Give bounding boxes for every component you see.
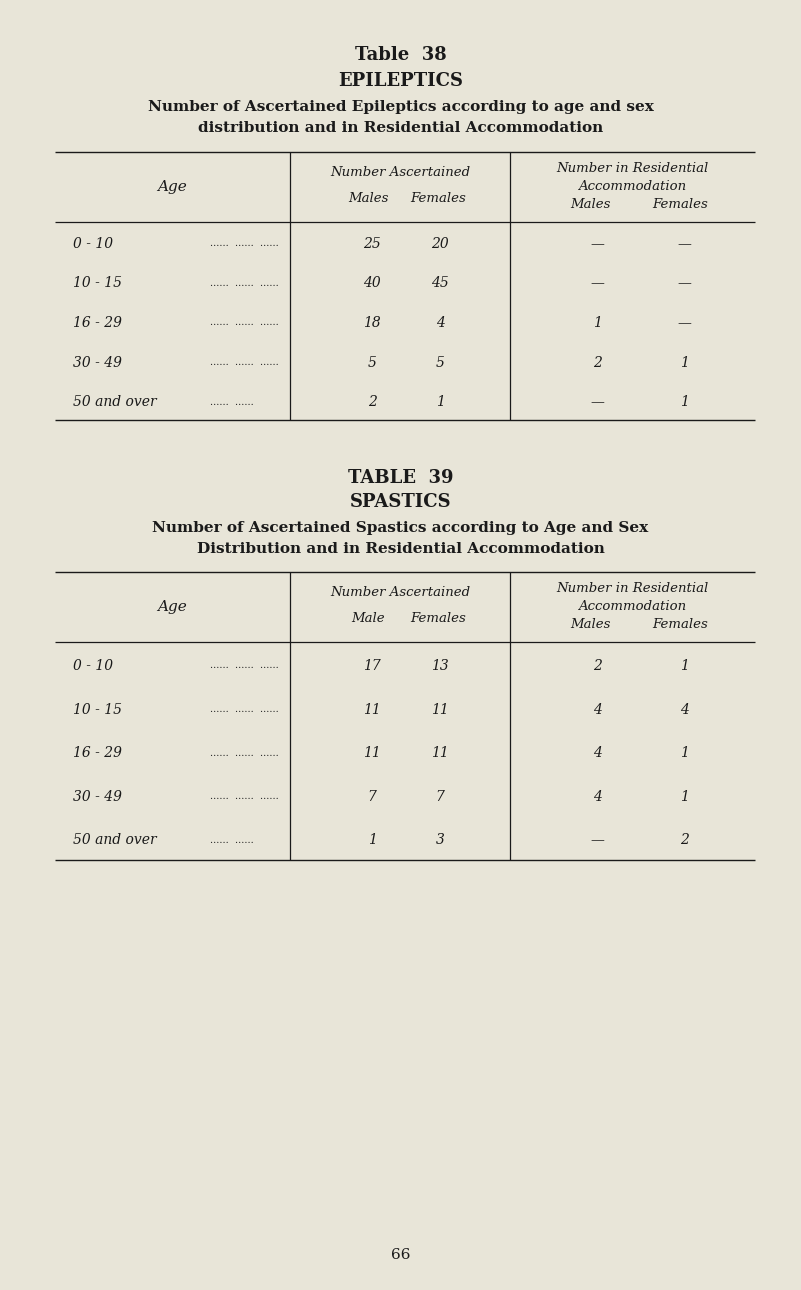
Text: 30 - 49: 30 - 49: [73, 356, 122, 369]
Text: 10 - 15: 10 - 15: [73, 703, 122, 716]
Text: 0 - 10: 0 - 10: [73, 237, 113, 250]
Text: 2: 2: [593, 659, 602, 673]
Text: 1: 1: [680, 395, 689, 409]
Text: 2: 2: [680, 833, 689, 848]
Text: Distribution and in Residential Accommodation: Distribution and in Residential Accommod…: [196, 542, 605, 556]
Text: Age: Age: [158, 600, 187, 614]
Text: —: —: [590, 833, 605, 848]
Text: 50 and over: 50 and over: [73, 395, 157, 409]
Text: 13: 13: [431, 659, 449, 673]
Text: 4: 4: [680, 703, 689, 716]
Text: 10 - 15: 10 - 15: [73, 276, 122, 290]
Text: 3: 3: [436, 833, 445, 848]
Text: 4: 4: [593, 703, 602, 716]
Text: Females: Females: [653, 199, 708, 212]
Text: 18: 18: [363, 316, 380, 330]
Text: 16 - 29: 16 - 29: [73, 316, 122, 330]
Text: 2: 2: [593, 356, 602, 369]
Text: —: —: [590, 237, 605, 250]
Text: Females: Females: [653, 618, 708, 632]
Text: Males: Males: [570, 618, 610, 632]
Text: Females: Females: [410, 191, 466, 205]
Text: 2: 2: [368, 395, 376, 409]
Text: Accommodation: Accommodation: [578, 181, 686, 194]
Text: 45: 45: [431, 276, 449, 290]
Text: 1: 1: [436, 395, 445, 409]
Text: SPASTICS: SPASTICS: [350, 493, 451, 511]
Text: Number in Residential: Number in Residential: [557, 583, 709, 596]
Text: 11: 11: [363, 746, 380, 760]
Text: 1: 1: [680, 789, 689, 804]
Text: —: —: [678, 316, 691, 330]
Text: ......  ......  ......: ...... ...... ......: [210, 706, 279, 715]
Text: 7: 7: [436, 789, 445, 804]
Text: ......  ......  ......: ...... ...... ......: [210, 319, 279, 328]
Text: TABLE  39: TABLE 39: [348, 470, 453, 488]
Text: 5: 5: [368, 356, 376, 369]
Text: 1: 1: [368, 833, 376, 848]
Text: 50 and over: 50 and over: [73, 833, 157, 848]
Text: 4: 4: [436, 316, 445, 330]
Text: 7: 7: [368, 789, 376, 804]
Text: ......  ......  ......: ...... ...... ......: [210, 792, 279, 801]
Text: 17: 17: [363, 659, 380, 673]
Text: Males: Males: [348, 191, 388, 205]
Text: Females: Females: [410, 611, 466, 624]
Text: ......  ......  ......: ...... ...... ......: [210, 662, 279, 671]
Text: ......  ......  ......: ...... ...... ......: [210, 359, 279, 368]
Text: Males: Males: [570, 199, 610, 212]
Text: ......  ......  ......: ...... ...... ......: [210, 279, 279, 288]
Text: 25: 25: [363, 237, 380, 250]
Text: 1: 1: [680, 746, 689, 760]
Text: Age: Age: [158, 181, 187, 194]
Text: Male: Male: [351, 611, 384, 624]
Text: Number of Ascertained Epileptics according to age and sex: Number of Ascertained Epileptics accordi…: [147, 101, 654, 114]
Text: 11: 11: [431, 703, 449, 716]
Text: Number Ascertained: Number Ascertained: [330, 166, 470, 179]
Text: Accommodation: Accommodation: [578, 601, 686, 614]
Text: ......  ......: ...... ......: [210, 836, 254, 845]
Text: 66: 66: [391, 1247, 410, 1262]
Text: 1: 1: [593, 316, 602, 330]
Text: —: —: [678, 237, 691, 250]
Text: Number of Ascertained Spastics according to Age and Sex: Number of Ascertained Spastics according…: [152, 521, 649, 535]
Text: 4: 4: [593, 746, 602, 760]
Text: 4: 4: [593, 789, 602, 804]
Text: ......  ......  ......: ...... ...... ......: [210, 239, 279, 248]
Text: 5: 5: [436, 356, 445, 369]
Text: 16 - 29: 16 - 29: [73, 746, 122, 760]
Text: Number Ascertained: Number Ascertained: [330, 587, 470, 600]
Text: 1: 1: [680, 659, 689, 673]
Text: —: —: [590, 395, 605, 409]
Text: Number in Residential: Number in Residential: [557, 163, 709, 175]
Text: 0 - 10: 0 - 10: [73, 659, 113, 673]
Text: ......  ......: ...... ......: [210, 397, 254, 406]
Text: ......  ......  ......: ...... ...... ......: [210, 748, 279, 757]
Text: 11: 11: [363, 703, 380, 716]
Text: 11: 11: [431, 746, 449, 760]
Text: EPILEPTICS: EPILEPTICS: [338, 72, 463, 90]
Text: distribution and in Residential Accommodation: distribution and in Residential Accommod…: [198, 121, 603, 135]
Text: —: —: [590, 276, 605, 290]
Text: —: —: [678, 276, 691, 290]
Text: 20: 20: [431, 237, 449, 250]
Text: 30 - 49: 30 - 49: [73, 789, 122, 804]
Text: 40: 40: [363, 276, 380, 290]
Text: Table  38: Table 38: [355, 46, 446, 64]
Text: 1: 1: [680, 356, 689, 369]
